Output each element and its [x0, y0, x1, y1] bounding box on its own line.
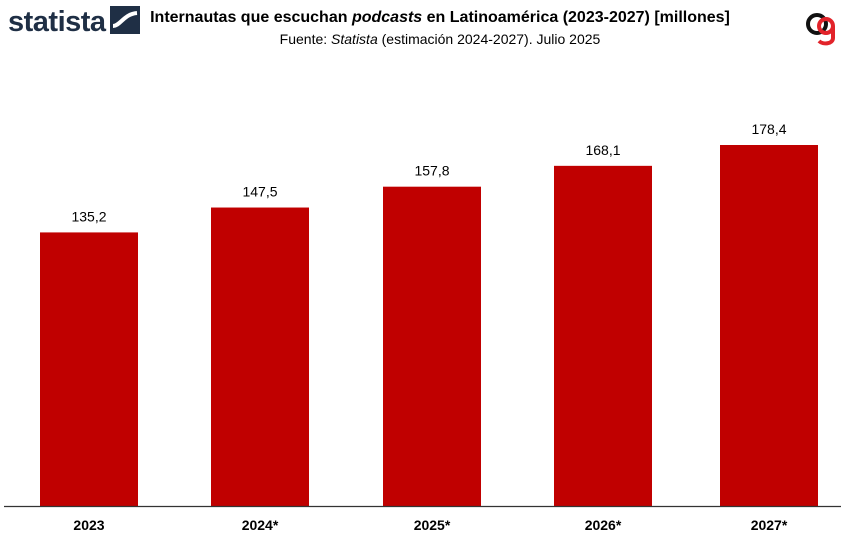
x-tick-label: 2023 [73, 517, 104, 533]
statista-logo-text: statista [8, 6, 106, 38]
bar [720, 145, 818, 506]
x-tick-label: 2024* [242, 517, 279, 533]
chart-header: Internautas que escuchan podcasts en Lat… [140, 8, 740, 48]
statista-logo-icon [109, 5, 140, 39]
statista-logo: statista [8, 5, 140, 39]
bar [554, 165, 652, 507]
bar-value-label: 168,1 [585, 142, 620, 158]
bar [40, 232, 138, 506]
bar [383, 186, 481, 506]
bar [211, 207, 309, 506]
bar-value-label: 135,2 [71, 208, 106, 224]
bar-value-label: 147,5 [242, 184, 277, 200]
bar-value-label: 178,4 [751, 121, 786, 137]
x-tick-label: 2027* [751, 517, 788, 533]
x-tick-label: 2026* [585, 517, 622, 533]
brand-logo-icon [805, 6, 837, 51]
x-tick-label: 2025* [414, 517, 451, 533]
bar-value-label: 157,8 [414, 163, 449, 179]
chart-title: Internautas que escuchan podcasts en Lat… [150, 9, 730, 26]
chart-subtitle: Fuente: Statista (estimación 2024-2027).… [279, 31, 601, 47]
